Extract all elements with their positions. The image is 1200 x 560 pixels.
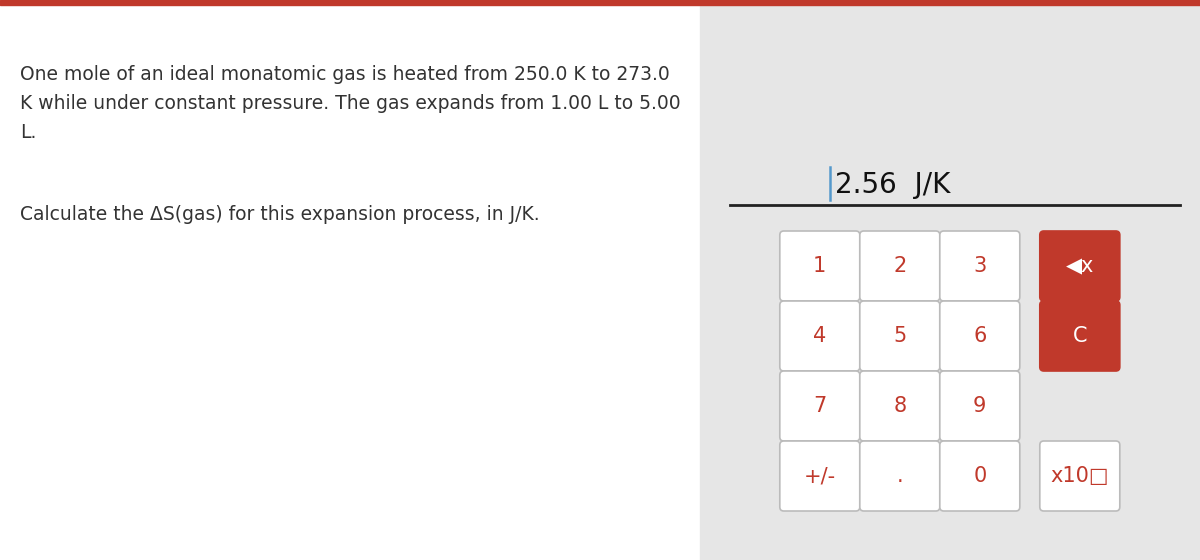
Bar — [700, 0, 1200, 560]
FancyBboxPatch shape — [859, 371, 940, 441]
Text: .: . — [896, 466, 904, 486]
Text: 8: 8 — [893, 396, 906, 416]
FancyBboxPatch shape — [780, 441, 859, 511]
Text: 6: 6 — [973, 326, 986, 346]
FancyBboxPatch shape — [859, 441, 940, 511]
Text: 7: 7 — [814, 396, 827, 416]
FancyBboxPatch shape — [859, 301, 940, 371]
Text: One mole of an ideal monatomic gas is heated from 250.0 K to 273.0
K while under: One mole of an ideal monatomic gas is he… — [20, 65, 680, 142]
FancyBboxPatch shape — [1039, 231, 1120, 301]
FancyBboxPatch shape — [780, 301, 859, 371]
FancyBboxPatch shape — [940, 301, 1020, 371]
Text: 3: 3 — [973, 256, 986, 276]
FancyBboxPatch shape — [940, 231, 1020, 301]
Text: +/-: +/- — [804, 466, 836, 486]
FancyBboxPatch shape — [859, 231, 940, 301]
Text: 1: 1 — [814, 256, 827, 276]
Text: Calculate the ΔS(gas) for this expansion process, in J/K.: Calculate the ΔS(gas) for this expansion… — [20, 205, 540, 224]
Text: 2: 2 — [893, 256, 906, 276]
Text: 9: 9 — [973, 396, 986, 416]
FancyBboxPatch shape — [780, 371, 859, 441]
Text: C: C — [1073, 326, 1087, 346]
FancyBboxPatch shape — [1039, 441, 1120, 511]
Text: x10□: x10□ — [1050, 466, 1109, 486]
Text: 4: 4 — [814, 326, 827, 346]
Text: 2.56  J/K: 2.56 J/K — [835, 171, 950, 199]
Text: 5: 5 — [893, 326, 906, 346]
FancyBboxPatch shape — [940, 441, 1020, 511]
FancyBboxPatch shape — [780, 231, 859, 301]
Text: 0: 0 — [973, 466, 986, 486]
FancyBboxPatch shape — [1039, 301, 1120, 371]
Bar — [0, 0, 1200, 5]
FancyBboxPatch shape — [940, 371, 1020, 441]
Text: ◀x: ◀x — [1066, 256, 1094, 276]
Bar — [0, 0, 700, 560]
